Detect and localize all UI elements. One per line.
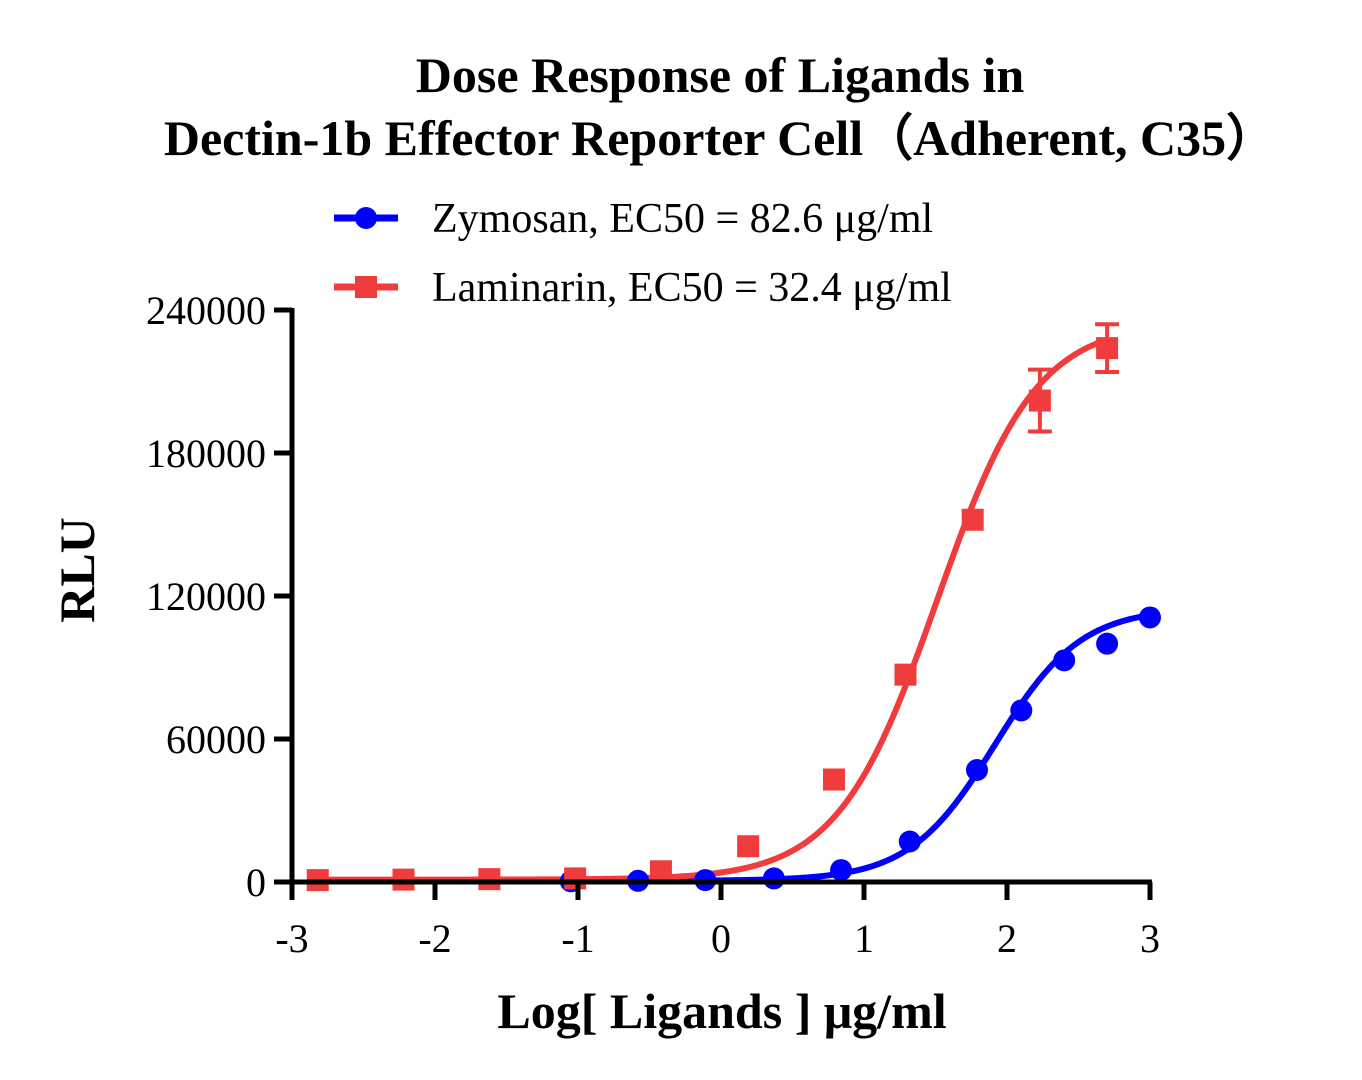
x-tick-label: 2: [997, 916, 1017, 961]
data-point-laminarin: [478, 868, 501, 891]
x-tick-label: -2: [418, 916, 451, 961]
data-point-laminarin: [564, 867, 587, 890]
chart-title: Dose Response of Ligands in Dectin-1b Ef…: [164, 47, 1276, 166]
x-axis-title: Log[ Ligands ] μg/ml: [497, 983, 946, 1039]
data-point-zymosan: [762, 867, 785, 890]
legend-marker-laminarin: [355, 276, 377, 298]
legend-marker-zymosan: [355, 207, 377, 229]
axes: [289, 308, 1152, 885]
legend-label-laminarin: Laminarin, EC50 = 32.4 μg/ml: [432, 265, 952, 311]
x-tick-label: 3: [1140, 916, 1160, 961]
fit-curve-laminarin: [314, 336, 1111, 883]
y-axis-title: RLU: [49, 517, 105, 623]
data-point-zymosan: [1053, 649, 1076, 672]
fit-curves: [314, 336, 1153, 884]
data-points: [306, 322, 1161, 893]
data-point-zymosan: [1096, 632, 1119, 655]
x-tick-label: 0: [711, 916, 731, 961]
legend: Zymosan, EC50 = 82.6 μg/ml Laminarin, EC5…: [334, 196, 952, 311]
data-point-zymosan: [898, 830, 921, 853]
data-point-zymosan: [965, 758, 988, 781]
y-tick-label: 240000: [146, 288, 266, 333]
data-point-zymosan: [830, 859, 853, 882]
y-tick-label: 180000: [146, 431, 266, 476]
data-point-laminarin: [961, 508, 984, 531]
data-point-laminarin: [894, 663, 917, 686]
data-point-laminarin: [737, 835, 760, 858]
y-tick-label: 120000: [146, 574, 266, 619]
data-point-laminarin: [649, 860, 672, 883]
data-point-laminarin: [822, 768, 845, 791]
y-axis-ticks: 0 60000 120000 180000 240000: [146, 288, 292, 905]
data-point-zymosan: [1010, 699, 1033, 722]
legend-label-zymosan: Zymosan, EC50 = 82.6 μg/ml: [432, 196, 933, 242]
data-point-zymosan: [1139, 606, 1161, 629]
x-tick-label: -1: [561, 916, 594, 961]
x-axis-ticks: -3 -2 -1 0 1 2 3: [275, 882, 1160, 961]
data-point-laminarin: [1096, 337, 1119, 360]
x-tick-label: -3: [275, 916, 308, 961]
x-tick-label: 1: [854, 916, 874, 961]
chart-title-line-2: Dectin-1b Effector Reporter Cell（Adheren…: [164, 110, 1276, 166]
y-tick-label: 0: [246, 860, 266, 905]
chart-title-line-1: Dose Response of Ligands in: [416, 47, 1025, 103]
y-tick-label: 60000: [166, 717, 266, 762]
data-point-laminarin: [1028, 389, 1051, 412]
